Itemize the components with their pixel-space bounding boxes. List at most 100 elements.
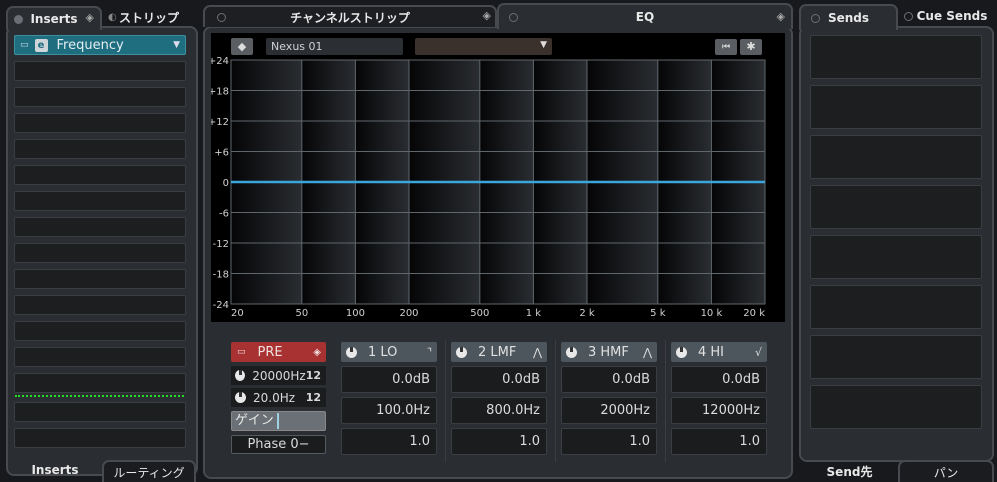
band-3-freq[interactable]: 2000Hz (561, 397, 657, 424)
peak-icon[interactable]: ⋀ (642, 345, 652, 359)
power-knob-icon[interactable] (676, 346, 687, 358)
send-slot[interactable] (810, 285, 982, 329)
reset-button[interactable]: ⏮ (715, 39, 737, 55)
power-knob-icon[interactable] (346, 346, 357, 358)
band-4-header[interactable]: 4 HI √ (671, 342, 767, 362)
insert-slot[interactable] (14, 139, 186, 159)
band-2-freq[interactable]: 800.0Hz (451, 397, 547, 424)
band-2-header[interactable]: 2 LMF ⋀ (451, 342, 547, 362)
peak-icon[interactable]: ⋀ (532, 345, 542, 359)
insert-slot[interactable] (14, 321, 186, 341)
tab-sends[interactable]: Sends (799, 4, 898, 30)
preset-browser-button[interactable]: ◆ (231, 38, 253, 55)
bottom-tab-pan[interactable]: パン (898, 460, 994, 482)
knob-icon[interactable] (235, 370, 246, 381)
x-tick-label: 10 k (701, 308, 723, 319)
tab-label: ルーティング (113, 465, 185, 480)
low-shelf-icon[interactable]: ⌝ (426, 345, 432, 359)
send-slot[interactable] (810, 35, 982, 79)
band-1-q[interactable]: 1.0 (341, 428, 437, 455)
send-slot[interactable] (810, 85, 982, 129)
slope-icon[interactable]: 12 (305, 391, 321, 404)
tab-label: ストリップ (118, 10, 179, 25)
power-icon[interactable] (811, 14, 820, 23)
insert-slot[interactable] (14, 428, 186, 448)
send-slot[interactable] (810, 385, 982, 429)
inserts-power-icon[interactable] (14, 15, 23, 24)
band-3-header[interactable]: 3 HMF ⋀ (561, 342, 657, 362)
diamond-icon[interactable]: ◈ (85, 11, 94, 24)
high-shelf-icon[interactable]: √ (754, 345, 762, 359)
power-icon[interactable] (904, 12, 913, 21)
send-slot[interactable] (810, 235, 982, 279)
bottom-tab-routing[interactable]: ルーティング (102, 460, 196, 482)
diamond-icon[interactable]: ◈ (482, 9, 491, 22)
y-tick-label: -6 (219, 209, 229, 220)
diamond-icon[interactable]: ◈ (776, 10, 785, 23)
insert-slot[interactable] (14, 61, 186, 81)
tab-eq[interactable]: EQ ◈ (497, 3, 793, 29)
tab-cue-sends[interactable]: Cue Sends (898, 5, 994, 27)
bypass-icon[interactable]: ▭ (20, 40, 29, 50)
dropdown-arrow-icon: ▼ (540, 40, 547, 50)
band-3-gain[interactable]: 0.0dB (561, 366, 657, 393)
dropdown-arrow-icon[interactable]: ▼ (173, 40, 180, 50)
band-4-freq[interactable]: 12000Hz (671, 397, 767, 424)
send-slot[interactable] (810, 185, 982, 229)
edit-icon[interactable]: e (34, 38, 48, 52)
bottom-tab-send-dest[interactable]: Send先 (801, 460, 898, 482)
insert-slot[interactable] (14, 295, 186, 315)
power-icon[interactable] (217, 13, 226, 22)
band-2-q[interactable]: 1.0 (451, 428, 547, 455)
bottom-tab-inserts[interactable]: Inserts (8, 459, 102, 481)
bypass-icon[interactable]: ▭ (237, 347, 246, 357)
band-4-gain[interactable]: 0.0dB (671, 366, 767, 393)
power-icon[interactable] (509, 13, 518, 22)
band-4-q[interactable]: 1.0 (671, 428, 767, 455)
tab-channel-strip[interactable]: チャンネルストリップ ◈ (203, 5, 497, 27)
insert-slot[interactable] (14, 347, 186, 367)
band-1-gain[interactable]: 0.0dB (341, 366, 437, 393)
band-label: 2 LMF (478, 344, 517, 360)
eq-curve-chart[interactable]: 20 50 100 200 500 1 k 2 k 5 k 10 k 20 k +24 +18 +12 +… (211, 55, 785, 322)
x-tick-label: 5 k (650, 308, 666, 319)
settings-button[interactable]: ✱ (740, 39, 762, 55)
band-1-header[interactable]: 1 LO ⌝ (341, 342, 437, 362)
slope-icon[interactable]: 12 (305, 369, 321, 382)
pre-button[interactable]: ▭ PRE ◈ (231, 342, 326, 362)
tab-inserts[interactable]: Inserts ◈ (6, 6, 102, 30)
insert-slot-1[interactable]: ▭ e Frequency ▼ (14, 35, 186, 55)
gain-slider[interactable]: ゲイン (231, 411, 326, 431)
send-slot[interactable] (810, 135, 982, 179)
y-tick-label: +24 (211, 56, 229, 67)
power-knob-icon[interactable] (456, 346, 467, 358)
hi-cut-control[interactable]: 20000Hz 12 (231, 366, 326, 385)
y-tick-label: -12 (213, 239, 229, 250)
insert-slot[interactable] (14, 402, 186, 422)
insert-slot[interactable] (14, 217, 186, 237)
half-circle-icon: ◐ (108, 11, 117, 23)
insert-slot[interactable] (14, 243, 186, 263)
insert-slot[interactable] (14, 87, 186, 107)
insert-slot[interactable] (14, 373, 186, 393)
knob-icon[interactable] (235, 392, 246, 403)
tab-label: チャンネルストリップ (290, 10, 410, 25)
gain-handle[interactable] (277, 413, 279, 429)
band-2-gain[interactable]: 0.0dB (451, 366, 547, 393)
insert-slot[interactable] (14, 191, 186, 211)
send-slot[interactable] (810, 335, 982, 379)
power-knob-icon[interactable] (566, 346, 577, 358)
band-3-q[interactable]: 1.0 (561, 428, 657, 455)
insert-slot[interactable] (14, 113, 186, 133)
preset-name[interactable]: Nexus 01 (266, 38, 403, 55)
insert-slot[interactable] (14, 269, 186, 289)
insert-slot[interactable] (14, 165, 186, 185)
tab-label: Inserts (31, 463, 79, 477)
tab-strip[interactable]: ◐ ストリップ (102, 6, 196, 28)
band-1-freq[interactable]: 100.0Hz (341, 397, 437, 424)
diamond-icon[interactable]: ◈ (313, 346, 321, 358)
y-tick-label: -18 (213, 270, 229, 281)
phase-button[interactable]: Phase 0− (231, 435, 326, 454)
lo-cut-control[interactable]: 20.0Hz 12 (231, 388, 326, 407)
preset-dropdown[interactable]: ▼ (415, 38, 552, 55)
